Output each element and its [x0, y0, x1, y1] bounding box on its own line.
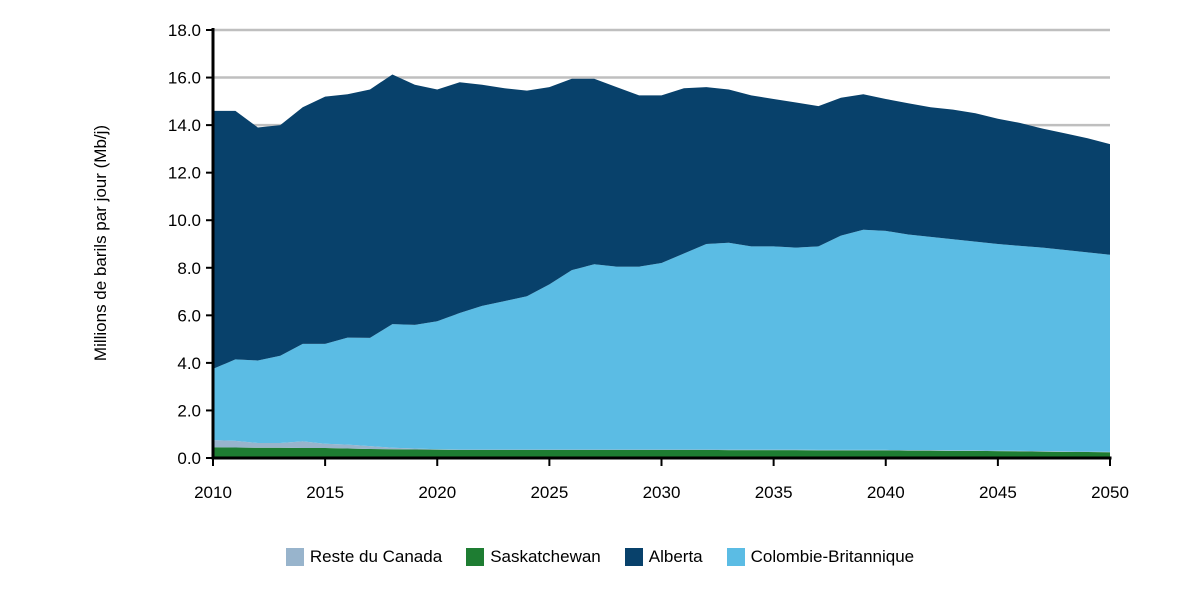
- area-series-alberta: [213, 74, 1110, 369]
- area-series-colombie-britannique: [213, 229, 1110, 452]
- legend-swatch: [624, 548, 643, 566]
- x-tick-label: 2010: [194, 483, 232, 502]
- y-axis-title: Millions de barils par jour (Mb/j): [91, 125, 110, 361]
- y-tick-label: 12.0: [168, 164, 201, 183]
- legend-label: Saskatchewan: [490, 547, 601, 566]
- legend-label: Reste du Canada: [309, 547, 443, 566]
- y-tick-label: 16.0: [168, 69, 201, 88]
- legend-swatch: [726, 548, 745, 566]
- x-tick-label: 2040: [867, 483, 905, 502]
- y-tick-label: 18.0: [168, 21, 201, 40]
- legend-label: Alberta: [648, 547, 703, 566]
- y-tick-label: 0.0: [177, 449, 201, 468]
- y-tick-label: 14.0: [168, 116, 201, 135]
- axes: 0.0 2.0 4.0 6.0 8.0 10.0 12.0 14.0 16.0 18.0 2010 2…: [168, 21, 1129, 502]
- y-tick-label: 6.0: [177, 306, 201, 325]
- legend-item-alberta: Alberta: [624, 547, 703, 567]
- legend-item-colombie-britannique: Colombie-Britannique: [726, 547, 915, 567]
- x-tick-label: 2030: [643, 483, 681, 502]
- x-tick-label: 2045: [979, 483, 1017, 502]
- legend-swatch: [466, 548, 485, 566]
- legend-item-reste-du-canada: Reste du Canada: [285, 547, 443, 567]
- legend-swatch: [285, 548, 304, 566]
- x-tick-label: 2015: [306, 483, 344, 502]
- x-tick-label: 2035: [755, 483, 793, 502]
- y-tick-label: 4.0: [177, 354, 201, 373]
- area-series-reste-du-canada: [213, 440, 1110, 453]
- x-tick-label: 2025: [530, 483, 568, 502]
- area-series: [213, 74, 1110, 458]
- legend: Reste du Canada Saskatchewan Alberta Col…: [0, 547, 1200, 567]
- legend-label: Colombie-Britannique: [750, 547, 915, 566]
- area-series-saskatchewan: [213, 447, 1110, 458]
- y-tick-label: 2.0: [177, 401, 201, 420]
- legend-item-saskatchewan: Saskatchewan: [466, 547, 601, 567]
- x-tick-label: 2020: [418, 483, 456, 502]
- y-tick-label: 8.0: [177, 259, 201, 278]
- x-tick-label: 2050: [1091, 483, 1129, 502]
- y-tick-label: 10.0: [168, 211, 201, 230]
